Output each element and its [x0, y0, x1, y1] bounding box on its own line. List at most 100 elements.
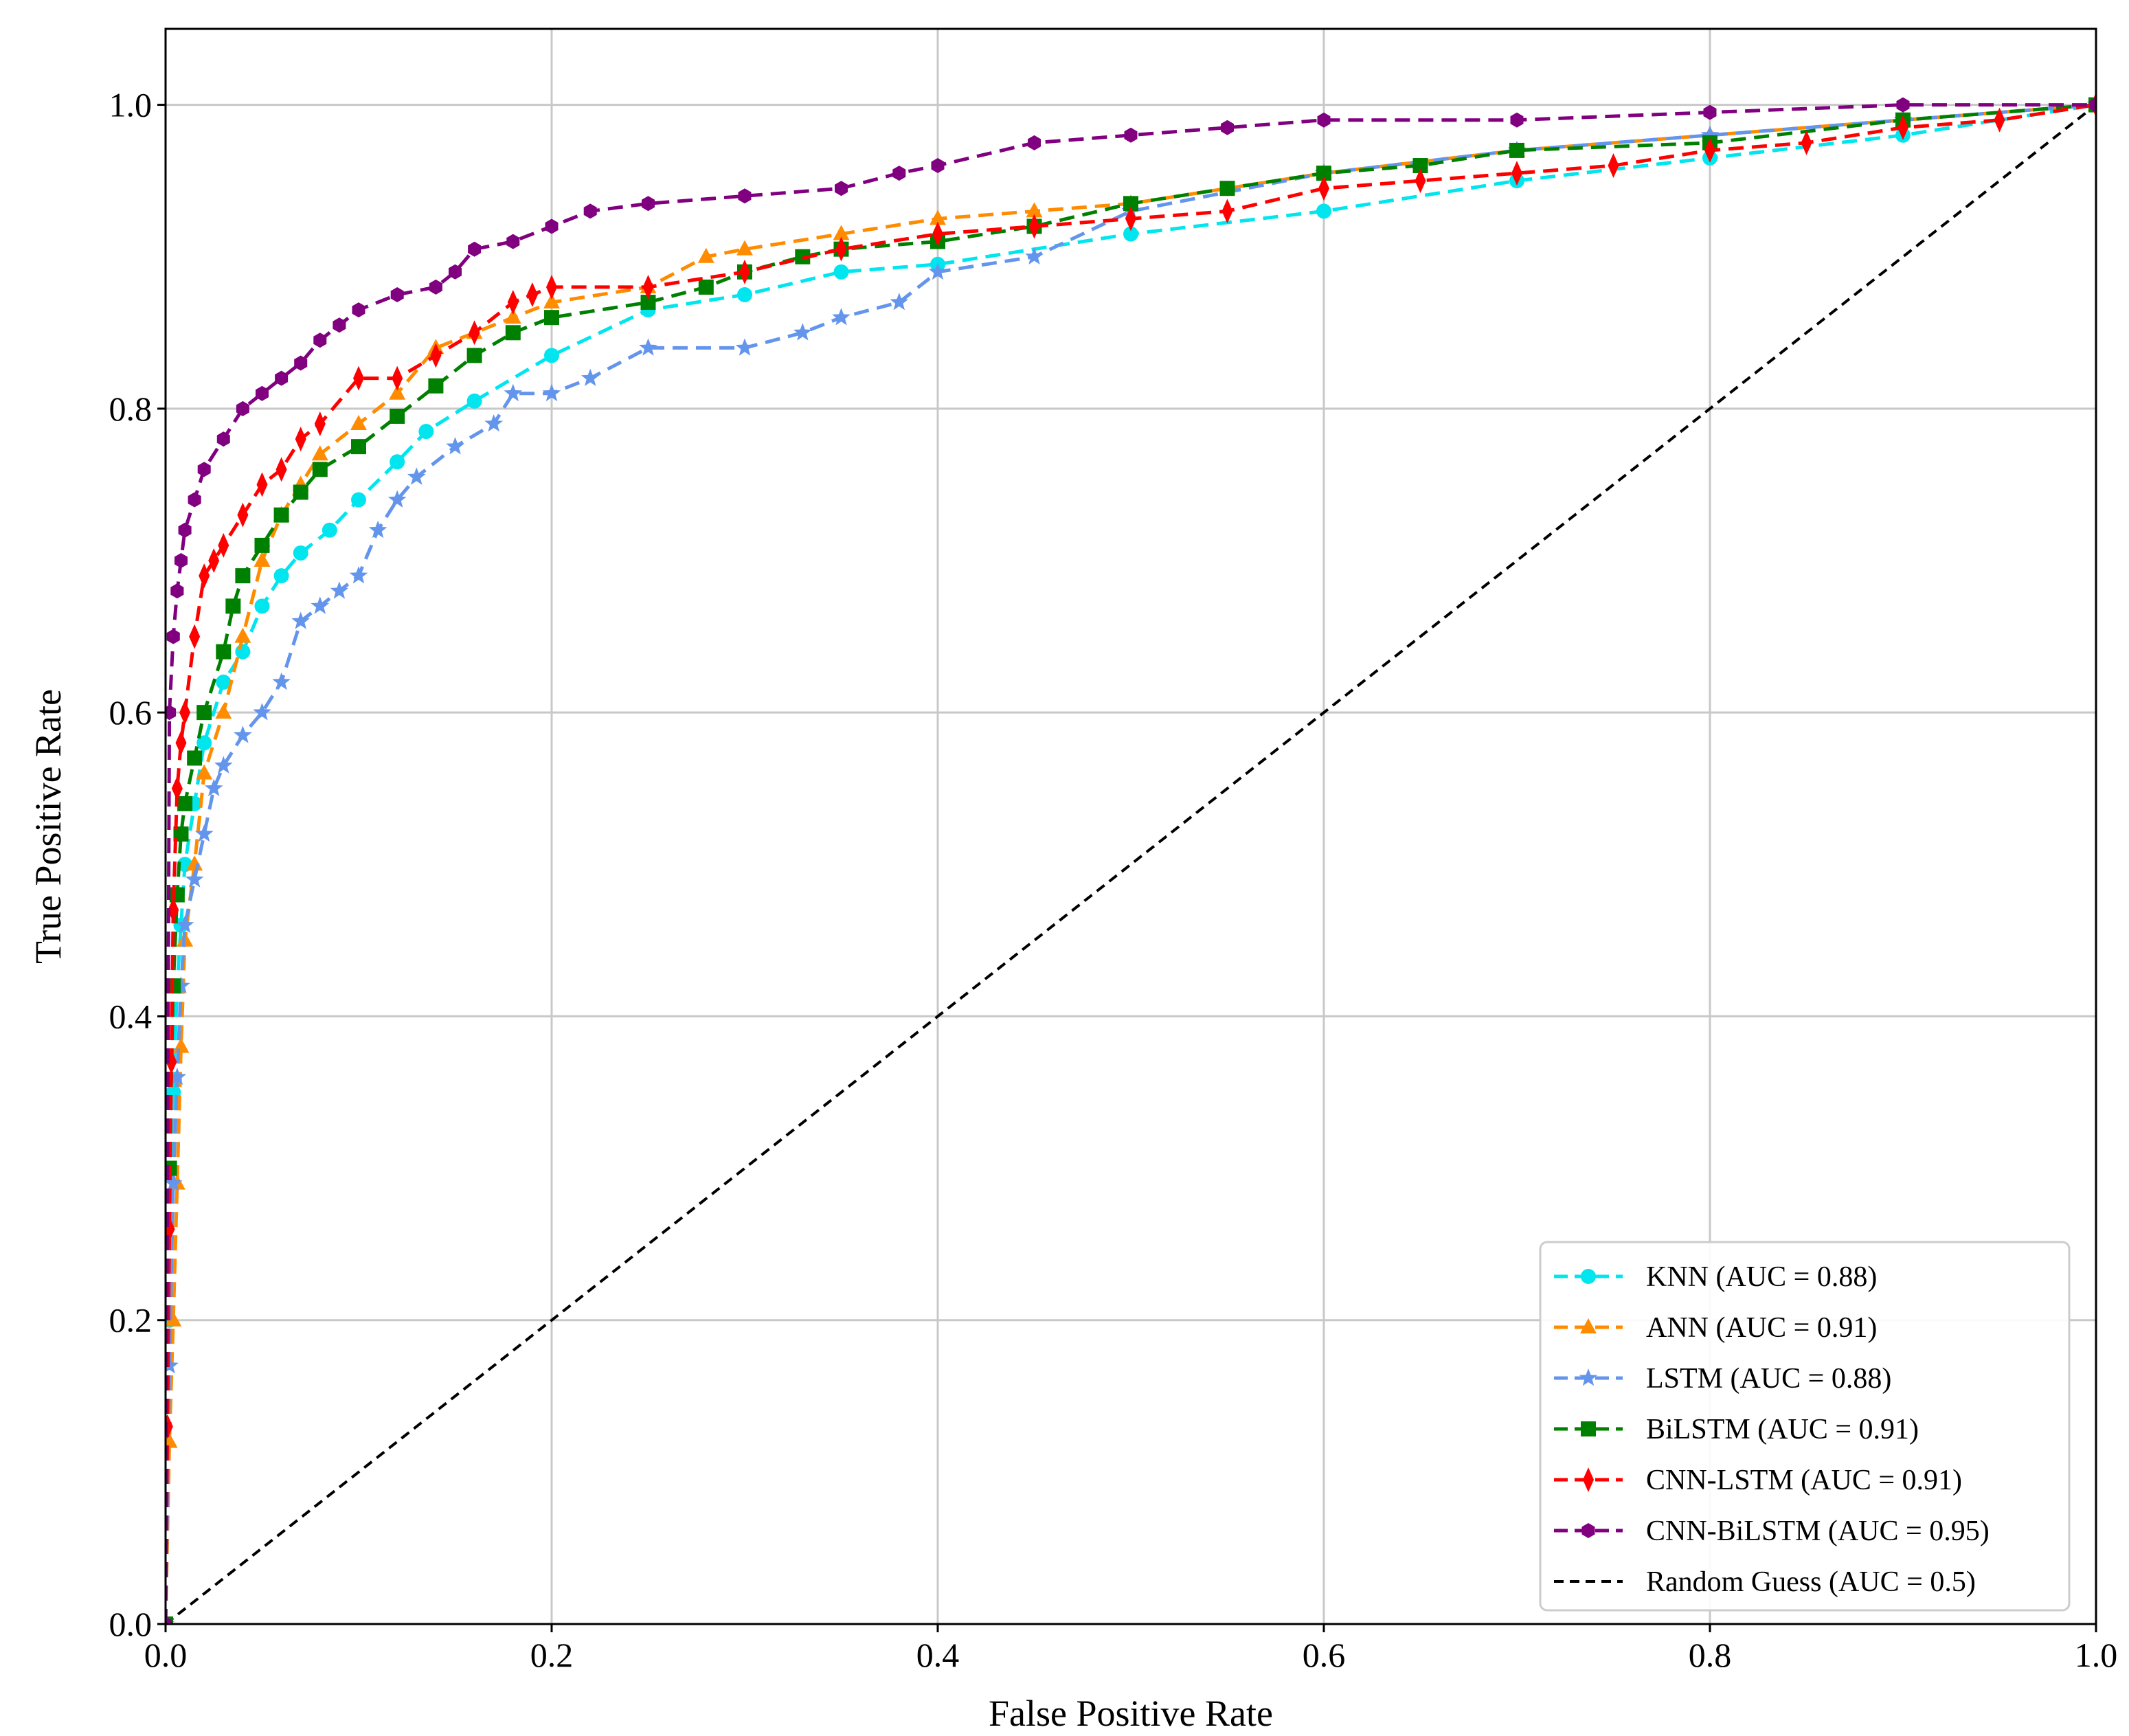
point-cnn-bilstm	[642, 196, 655, 212]
series-line-random-guess	[166, 104, 2096, 1624]
point-cnn-lstm	[218, 532, 229, 558]
point-cnn-bilstm	[449, 264, 462, 280]
legend-item-random-guess: Random Guess (AUC = 0.5)	[1554, 1566, 1976, 1598]
point-cnn-lstm	[642, 274, 654, 300]
point-cnn-lstm	[171, 776, 183, 801]
diagonal-layer	[166, 104, 2096, 1624]
point-cnn-bilstm	[166, 629, 180, 644]
point-cnn-bilstm	[892, 166, 906, 181]
point-knn	[1316, 203, 1331, 219]
legend-item-lstm: LSTM (AUC = 0.88)	[1554, 1363, 1891, 1395]
point-bilstm	[169, 887, 185, 903]
point-lstm	[166, 1173, 183, 1191]
point-knn	[466, 393, 482, 409]
point-cnn-bilstm	[1703, 104, 1717, 120]
point-cnn-bilstm	[236, 401, 249, 416]
point-cnn-lstm	[526, 282, 538, 307]
point-cnn-lstm	[932, 221, 943, 247]
point-cnn-bilstm	[333, 317, 346, 333]
point-cnn-bilstm	[835, 181, 848, 196]
legend-marker-bilstm	[1581, 1421, 1596, 1436]
point-cnn-bilstm	[583, 203, 597, 219]
point-cnn-lstm	[199, 563, 210, 589]
x-tick-label: 1.0	[2075, 1636, 2118, 1674]
point-lstm	[194, 824, 214, 842]
point-cnn-bilstm	[506, 234, 520, 249]
point-cnn-lstm	[1221, 199, 1233, 224]
point-ann	[930, 210, 946, 225]
point-lstm	[272, 672, 291, 690]
y-axis-label: True Positive Rate	[27, 689, 69, 964]
series-lstm	[166, 95, 2096, 1624]
point-knn	[216, 674, 232, 690]
point-cnn-bilstm	[197, 462, 211, 477]
point-ann	[215, 703, 232, 719]
point-bilstm	[187, 750, 203, 766]
point-cnn-lstm	[175, 730, 187, 756]
point-lstm	[1700, 125, 1720, 144]
point-ann	[504, 308, 521, 324]
point-bilstm	[505, 325, 521, 341]
legend-label-cnn-bilstm: CNN-BiLSTM (AUC = 0.95)	[1646, 1515, 1990, 1547]
point-lstm	[368, 520, 387, 539]
x-tick-label: 0.4	[916, 1636, 960, 1674]
legend-label-lstm: LSTM (AUC = 0.88)	[1646, 1363, 1891, 1395]
point-cnn-bilstm	[166, 705, 177, 721]
point-cnn-lstm	[507, 290, 519, 315]
point-cnn-bilstm	[170, 583, 184, 599]
point-ann	[311, 445, 328, 461]
point-cnn-lstm	[1801, 130, 1812, 155]
x-ticks: 0.0 0.2 0.4 0.6 0.8 1.0	[144, 1624, 2118, 1674]
point-bilstm	[293, 484, 308, 500]
point-lstm	[542, 383, 561, 402]
point-cnn-lstm	[1994, 107, 2005, 133]
point-bilstm	[544, 310, 559, 326]
point-knn	[273, 568, 289, 584]
point-lstm	[446, 437, 464, 455]
legend-marker-cnn-bilstm	[1581, 1523, 1595, 1538]
point-ann	[543, 293, 560, 309]
point-bilstm	[1412, 158, 1428, 174]
point-bilstm	[1509, 142, 1524, 158]
series-bilstm	[166, 97, 2096, 1624]
point-lstm	[168, 1067, 187, 1085]
point-lstm	[291, 611, 310, 629]
point-ann	[254, 552, 271, 567]
point-knn	[544, 348, 559, 363]
x-tick-label: 0.6	[1303, 1636, 1346, 1674]
point-bilstm	[173, 826, 189, 842]
point-knn	[833, 264, 849, 280]
point-cnn-lstm	[1897, 115, 1908, 140]
point-cnn-lstm	[237, 502, 249, 528]
point-bilstm	[1123, 196, 1138, 212]
point-ann	[350, 414, 367, 430]
point-cnn-lstm	[835, 236, 847, 262]
legend-marker-ann	[1580, 1318, 1597, 1333]
point-cnn-lstm	[1415, 168, 1426, 194]
legend-item-ann: ANN (AUC = 0.91)	[1554, 1312, 1877, 1344]
series-line-ann	[166, 103, 2096, 1624]
point-lstm	[330, 581, 349, 599]
point-cnn-bilstm	[1317, 112, 1331, 128]
point-bilstm	[235, 568, 251, 584]
x-tick-label: 0.0	[144, 1636, 188, 1674]
point-ann	[234, 627, 251, 643]
point-knn	[737, 287, 752, 302]
point-cnn-lstm	[430, 343, 442, 368]
point-cnn-lstm	[1125, 206, 1136, 232]
point-knn	[254, 598, 270, 614]
series-line-cnn-lstm	[166, 103, 2096, 1624]
legend-label-knn: KNN (AUC = 0.88)	[1646, 1261, 1877, 1293]
point-lstm	[185, 870, 204, 888]
point-cnn-bilstm	[216, 431, 230, 447]
curves-layer	[166, 92, 2096, 1624]
point-cnn-lstm	[1704, 137, 1715, 163]
point-lstm	[504, 383, 523, 402]
point-cnn-bilstm	[738, 188, 752, 204]
series-line-bilstm	[166, 103, 2096, 1624]
point-bilstm	[312, 462, 328, 477]
x-tick-label: 0.2	[530, 1636, 574, 1674]
point-ann	[389, 384, 406, 400]
point-lstm	[928, 262, 947, 280]
point-cnn-bilstm	[2089, 97, 2096, 113]
